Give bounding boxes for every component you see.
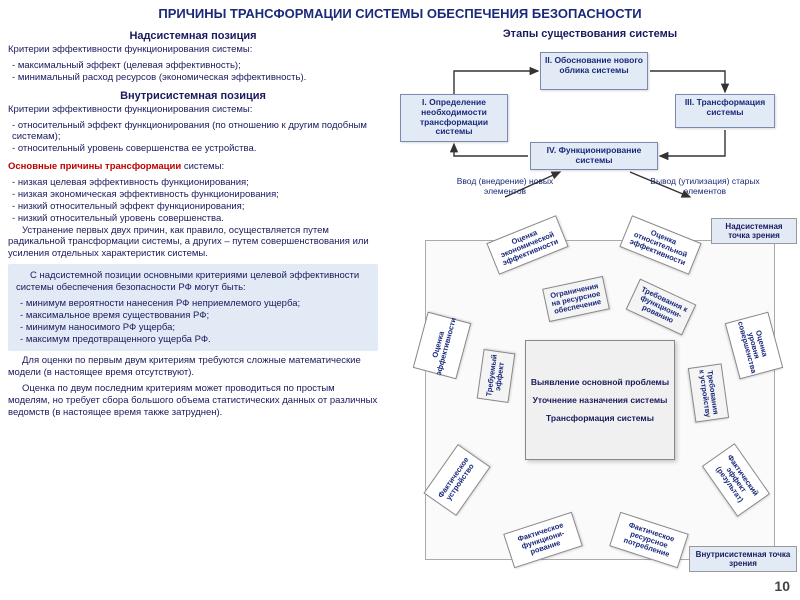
sec1-title: Надсистемная позиция — [8, 30, 378, 42]
flow-arrows — [390, 42, 790, 212]
sec3-heading: Основные причины трансформации системы: — [8, 161, 378, 173]
flow-wrap: I. Определение необходимости трансформац… — [390, 42, 780, 202]
list-item: низкий относительный эффект функциониров… — [12, 201, 378, 213]
sec3-title: Основные причины трансформации — [8, 161, 181, 172]
highlight-box: С надсистемной позиции основными критери… — [8, 264, 378, 351]
radial-diagram: Выявление основной проблемы Уточнение на… — [395, 210, 795, 590]
left-column: Надсистемная позиция Критерии эффективно… — [8, 28, 378, 423]
list-item: низкая целевая эффективность функциониро… — [12, 177, 378, 189]
sec1-list: максимальный эффект (целевая эффективнос… — [12, 60, 378, 84]
list-item: минимум наносимого РФ ущерба; — [20, 322, 370, 334]
sec3-para: Устранение первых двух причин, как прави… — [8, 225, 378, 261]
sec3-tail: системы: — [181, 161, 224, 172]
page-title: ПРИЧИНЫ ТРАНСФОРМАЦИИ СИСТЕМЫ ОБЕСПЕЧЕНИ… — [0, 0, 800, 25]
badge-top: Надсистемная точка зрения — [711, 218, 797, 244]
flow-title: Этапы существования системы — [390, 28, 790, 40]
sec3-list: низкая целевая эффективность функциониро… — [12, 177, 378, 225]
list-item: низкая экономическая эффективность функц… — [12, 189, 378, 201]
sec4-list: минимум вероятности нанесения РФ неприем… — [20, 298, 370, 346]
list-item: минимум вероятности нанесения РФ неприем… — [20, 298, 370, 310]
list-item: низкий относительный уровень совершенств… — [12, 213, 378, 225]
page-number: 10 — [774, 578, 790, 594]
flowchart-region: Этапы существования системы I. Определен… — [390, 28, 790, 202]
sec1-intro: Критерии эффективности функционирования … — [8, 44, 378, 56]
list-item: минимальный расход ресурсов (экономическ… — [12, 72, 378, 84]
sec2-intro: Критерии эффективности функционирования … — [8, 104, 378, 116]
list-item: максимальное время существования РФ; — [20, 310, 370, 322]
sec4-intro: С надсистемной позиции основными критери… — [16, 270, 370, 294]
list-item: относительный эффект функционирования (п… — [12, 120, 378, 144]
sec2-list: относительный эффект функционирования (п… — [12, 120, 378, 156]
sec5-p2: Оценка по двум последним критериям может… — [8, 383, 378, 419]
list-item: максимум предотвращенного ущерба РФ. — [20, 334, 370, 346]
list-item: относительный уровень совершенства ее ус… — [12, 143, 378, 155]
list-item: максимальный эффект (целевая эффективнос… — [12, 60, 378, 72]
sec2-title: Внутрисистемная позиция — [8, 90, 378, 102]
sec5-p1: Для оценки по первым двум критериям треб… — [8, 355, 378, 379]
badge-bottom: Внутрисистемная точка зрения — [689, 546, 797, 572]
core-arrows — [525, 340, 675, 460]
